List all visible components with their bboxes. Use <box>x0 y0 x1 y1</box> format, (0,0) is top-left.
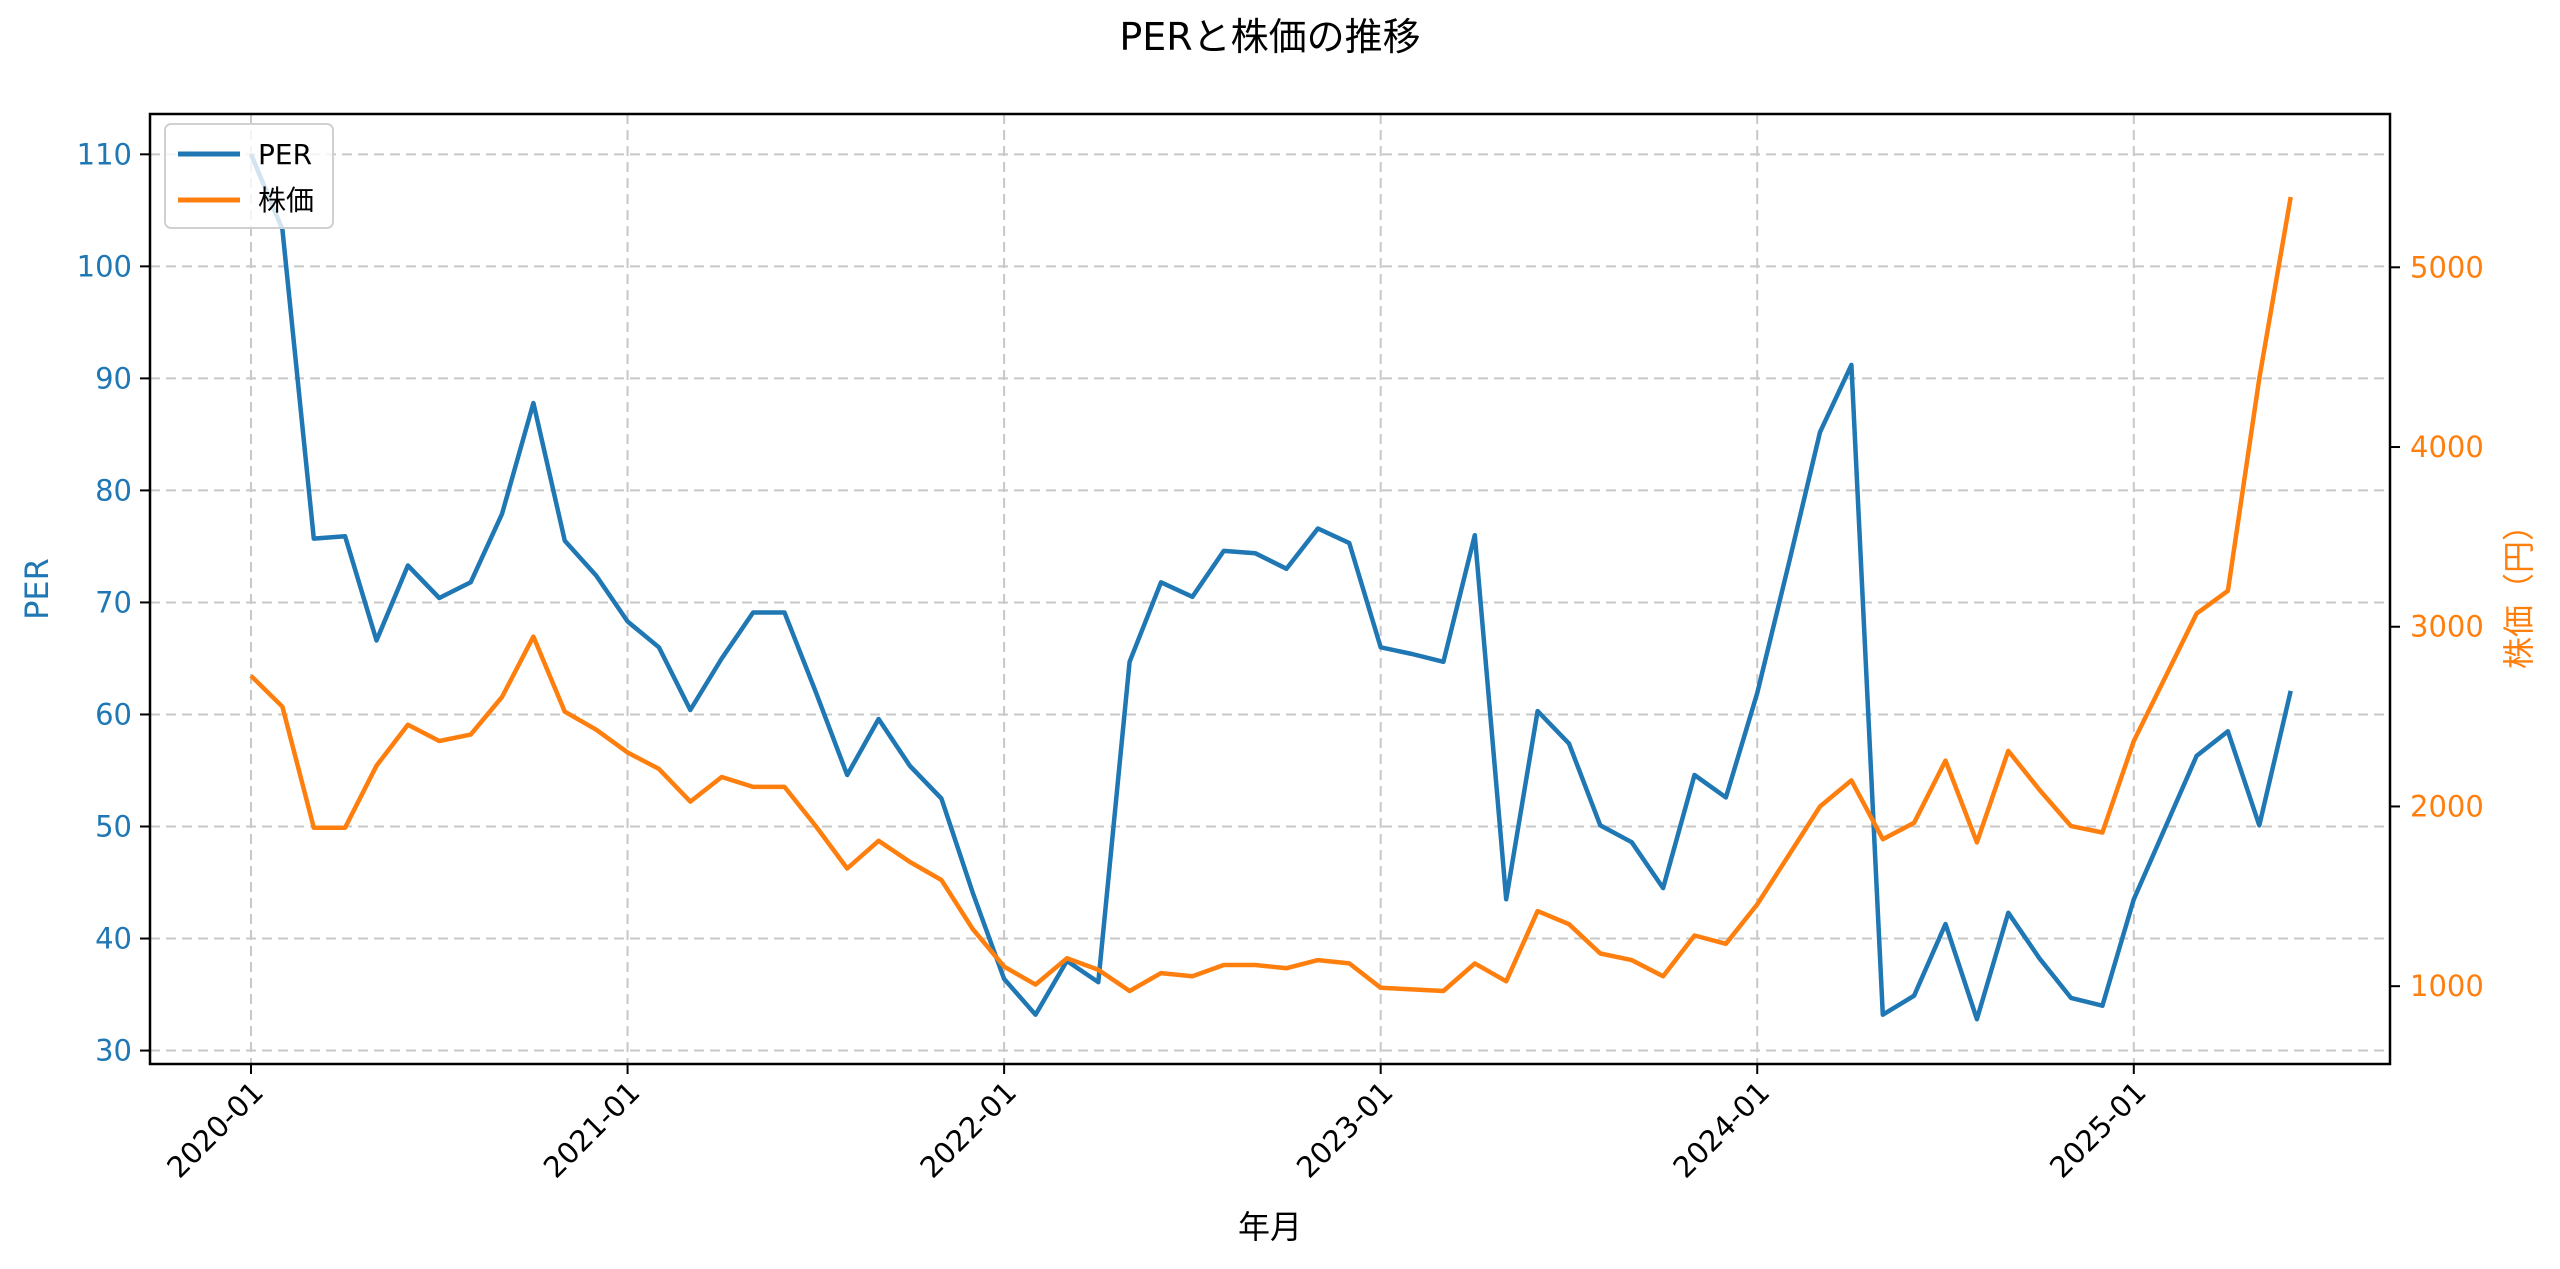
left-y-axis: 30 40 50 60 70 80 90 100 110 <box>77 137 150 1068</box>
y-tick-label-right: 4000 <box>2410 430 2484 464</box>
y-axis-label-right: 株価（円） <box>2500 509 2538 669</box>
series-lines <box>248 153 2293 1022</box>
x-tick-label: 2023-01 <box>1290 1075 1400 1185</box>
y-tick-label-right: 5000 <box>2410 250 2484 284</box>
y-tick-label-right: 2000 <box>2410 789 2484 823</box>
legend-per-label: PER <box>258 138 312 171</box>
y-tick-label-left: 40 <box>95 922 132 956</box>
price-line <box>249 196 2293 994</box>
y-tick-label-right: 3000 <box>2410 610 2484 644</box>
y-axis-label-left: PER <box>18 558 56 620</box>
right-y-axis: 1000 2000 3000 4000 5000 <box>2390 250 2484 1003</box>
y-tick-label-right: 1000 <box>2410 969 2484 1003</box>
x-axis-label: 年月 <box>1238 1208 1302 1246</box>
y-tick-label-left: 100 <box>77 249 132 283</box>
y-tick-label-left: 60 <box>95 697 132 731</box>
legend-price-label: 株価 <box>258 184 314 217</box>
y-tick-label-left: 90 <box>95 361 132 395</box>
plot-area-frame <box>148 112 2392 1066</box>
x-tick-label: 2025-01 <box>2043 1075 2153 1185</box>
y-tick-label-left: 30 <box>95 1034 132 1068</box>
chart-title: PERと株価の推移 <box>1119 15 1420 59</box>
x-axis: 2020-01 2021-01 2022-01 2023-01 2024-01 2025-… <box>160 1064 2153 1185</box>
y-tick-label-left: 70 <box>95 585 132 619</box>
grid-lines <box>150 114 2390 1064</box>
y-tick-label-left: 50 <box>95 810 132 844</box>
per-line <box>248 153 2293 1022</box>
legend: PER 株価 <box>164 123 334 229</box>
y-tick-label-left: 110 <box>77 137 132 171</box>
x-tick-label: 2020-01 <box>160 1075 270 1185</box>
x-tick-label: 2022-01 <box>913 1075 1023 1185</box>
y-tick-label-left: 80 <box>95 473 132 507</box>
x-tick-label: 2021-01 <box>537 1075 647 1185</box>
x-tick-label: 2024-01 <box>1666 1075 1776 1185</box>
